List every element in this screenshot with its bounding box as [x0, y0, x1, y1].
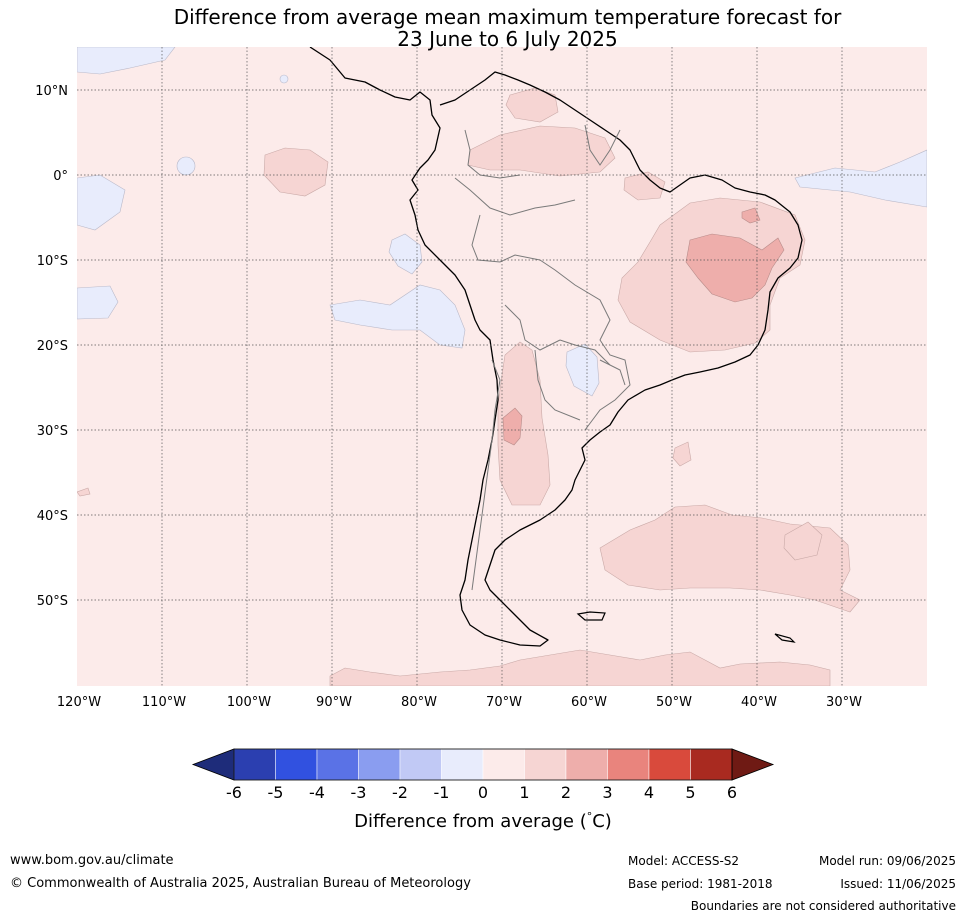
- issued-date: Issued: 11/06/2025: [840, 877, 956, 891]
- colorbar-extend-high: [731, 748, 775, 781]
- copyright-text: © Commonwealth of Australia 2025, Austra…: [10, 876, 471, 891]
- colorbar-swatch: [358, 748, 401, 781]
- colorbar-swatch: [441, 748, 484, 781]
- disclaimer-text: Boundaries are not considered authoritat…: [690, 899, 956, 913]
- colorbar-tick-label: 5: [685, 783, 695, 802]
- colorbar-tick-label: 6: [727, 783, 737, 802]
- model-name: Model: ACCESS-S2: [628, 854, 740, 868]
- lon-label-120w: 120°W: [57, 695, 101, 710]
- colorbar-tick-label: 4: [644, 783, 654, 802]
- lat-label-20s: 20°S: [37, 339, 68, 354]
- lat-label-10n: 10°N: [35, 84, 68, 99]
- colorbar-outline: [233, 748, 733, 781]
- lon-label-110w: 110°W: [142, 695, 186, 710]
- colorbar-tick-label: 0: [478, 783, 488, 802]
- colorbar-tick-label: -5: [268, 783, 284, 802]
- warm-region-brazil-1-2: [77, 87, 861, 686]
- colorbar-tick-label: -6: [226, 783, 242, 802]
- colorbar-swatch: [316, 748, 359, 781]
- colorbar-tick-label: -4: [309, 783, 325, 802]
- colorbar-tick-label: -1: [434, 783, 450, 802]
- lon-label-90w: 90°W: [316, 695, 352, 710]
- cool-region-pacific-minus1-0: [77, 47, 927, 397]
- lon-label-40w: 40°W: [741, 695, 777, 710]
- lat-label-40s: 40°S: [37, 509, 68, 524]
- map-title-line1: Difference from average mean maximum tem…: [173, 5, 842, 29]
- colorbar-swatch: [233, 748, 276, 781]
- colorbar-swatch: [524, 748, 567, 781]
- colorbar-label: Difference from average (°C): [354, 810, 612, 832]
- colorbar-swatch: [399, 748, 442, 781]
- model-run-date: Model run: 09/06/2025: [818, 854, 956, 868]
- lon-label-100w: 100°W: [227, 695, 271, 710]
- map-title-line2: 23 June to 6 July 2025: [397, 27, 618, 51]
- website-link[interactable]: www.bom.gov.au/climate: [10, 853, 174, 868]
- colorbar-extend-low: [191, 748, 235, 781]
- lat-label-50s: 50°S: [37, 594, 68, 609]
- lon-label-30w: 30°W: [826, 695, 862, 710]
- gridlines: [77, 47, 927, 686]
- lon-label-50w: 50°W: [656, 695, 692, 710]
- lon-label-70w: 70°W: [486, 695, 522, 710]
- lon-label-80w: 80°W: [401, 695, 437, 710]
- warm-region-andes-2-3: [502, 407, 523, 446]
- colorbar-swatch: [690, 748, 733, 781]
- colorbar-swatch: [275, 748, 318, 781]
- colorbar-tick-label: 1: [519, 783, 529, 802]
- base-period: Base period: 1981-2018: [628, 877, 773, 891]
- islands: [576, 611, 796, 643]
- colorbar-tick-label: -3: [351, 783, 367, 802]
- lat-label-10s: 10°S: [37, 254, 68, 269]
- colorbar: -6 -5 -4 -3 -2 -1 0 1 2 3 4 5 6 Difference from aver…: [191, 748, 775, 832]
- lat-label-30s: 30°S: [37, 424, 68, 439]
- lon-label-60w: 60°W: [571, 695, 607, 710]
- country-borders: [454, 124, 631, 591]
- colorbar-swatch: [607, 748, 650, 781]
- warm-region-brazil-2-3: [685, 207, 785, 303]
- lat-label-0: 0°: [53, 169, 68, 184]
- colorbar-tick-label: 3: [602, 783, 612, 802]
- colorbar-swatch: [648, 748, 691, 781]
- colorbar-tick-label: 2: [561, 783, 571, 802]
- colorbar-swatch: [482, 748, 525, 781]
- colorbar-tick-label: -2: [392, 783, 408, 802]
- colorbar-swatch: [565, 748, 608, 781]
